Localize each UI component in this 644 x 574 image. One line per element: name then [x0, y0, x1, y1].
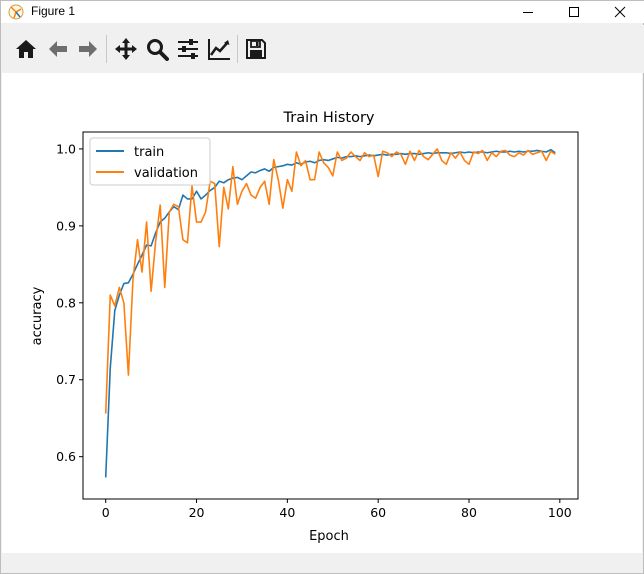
- x-tick-label: 100: [548, 505, 572, 520]
- legend-label-train: train: [134, 145, 164, 160]
- toolbar-separator: [106, 35, 107, 63]
- save-icon: [246, 39, 266, 59]
- legend-box: [89, 137, 211, 186]
- close-icon: [614, 6, 626, 18]
- forward-icon: [79, 41, 97, 57]
- axes-frame: [82, 131, 579, 500]
- close-button[interactable]: [597, 1, 643, 23]
- x-tick-label: 80: [461, 505, 477, 520]
- save-button[interactable]: [244, 37, 268, 61]
- axes-background: [83, 132, 578, 499]
- legend: train validation: [89, 137, 211, 186]
- configure-subplots-button[interactable]: [176, 37, 200, 61]
- x-axis-label: Epoch: [309, 529, 349, 544]
- y-tick-label: 0.9: [56, 218, 76, 233]
- x-tick-label: 0: [102, 505, 110, 520]
- home-icon: [16, 40, 36, 58]
- x-tick-label: 40: [279, 505, 295, 520]
- minimize-icon: [523, 12, 533, 13]
- home-button[interactable]: [14, 37, 38, 61]
- forward-button[interactable]: [76, 37, 100, 61]
- maximize-icon: [569, 7, 579, 17]
- zoom-button[interactable]: [145, 37, 169, 61]
- chart[interactable]: 0 20 40 60 80 100 0.6 0.7 0.8 0.9 1.0 Train Histor…: [2, 73, 642, 553]
- figure-canvas[interactable]: 0 20 40 60 80 100 0.6 0.7 0.8 0.9 1.0 Train Histor…: [2, 73, 642, 553]
- pan-button[interactable]: [114, 37, 138, 61]
- configure-subplots-icon: [178, 39, 198, 59]
- back-icon: [49, 41, 67, 57]
- y-tick-label: 0.6: [56, 449, 76, 464]
- title-bar[interactable]: Figure 1: [1, 1, 644, 23]
- window-title: Figure 1: [31, 4, 76, 18]
- y-axis-label: accuracy: [30, 286, 45, 345]
- y-tick-label: 0.8: [56, 295, 76, 310]
- edit-axis-icon: [208, 39, 230, 60]
- series-line-validation: [104, 148, 556, 414]
- x-tick-label: 20: [189, 505, 205, 520]
- toolbar-separator: [237, 35, 238, 63]
- status-bar: [2, 553, 642, 573]
- x-tick-label: 60: [370, 505, 386, 520]
- edit-axis-button[interactable]: [207, 37, 231, 61]
- back-button[interactable]: [46, 37, 70, 61]
- chart-title: Train History: [283, 110, 375, 126]
- minimize-button[interactable]: [505, 1, 551, 23]
- legend-label-validation: validation: [134, 166, 198, 181]
- navigation-toolbar: [1, 25, 644, 73]
- y-tick-label: 1.0: [56, 141, 76, 156]
- zoom-icon: [147, 39, 169, 61]
- pan-icon: [115, 38, 137, 60]
- maximize-button[interactable]: [551, 1, 597, 23]
- y-tick-label: 0.7: [56, 372, 76, 387]
- matplotlib-app-icon: [8, 4, 24, 20]
